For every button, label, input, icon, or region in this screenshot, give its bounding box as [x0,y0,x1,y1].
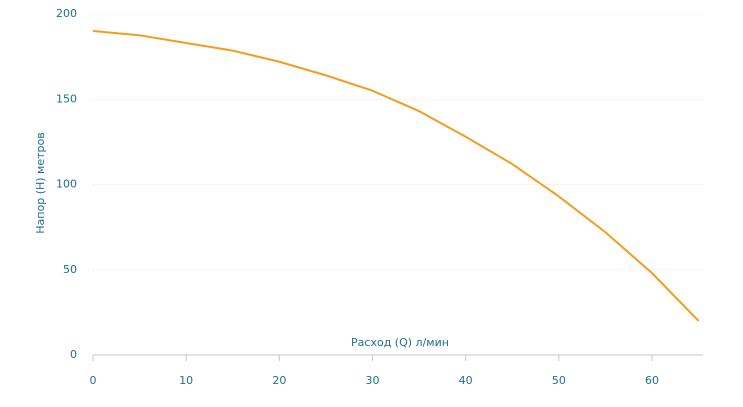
y-tick-label: 100 [56,178,77,191]
y-axis-label: Напор (H) метров [34,132,47,233]
line [92,30,700,322]
x-tick-label: 0 [90,374,97,387]
y-tick-label: 200 [56,7,77,20]
x-tick-label: 30 [366,374,380,387]
x-axis-label: Расход (Q) л/мин [351,336,449,349]
y-tick-label: 150 [56,92,77,105]
x-tick-label: 20 [272,374,286,387]
x-tick-label: 40 [459,374,473,387]
x-tick-label: 60 [645,374,659,387]
x-tick-label: 50 [552,374,566,387]
x-tick-label: 10 [179,374,193,387]
y-tick-label: 0 [70,348,77,361]
y-tick-label: 50 [63,263,77,276]
